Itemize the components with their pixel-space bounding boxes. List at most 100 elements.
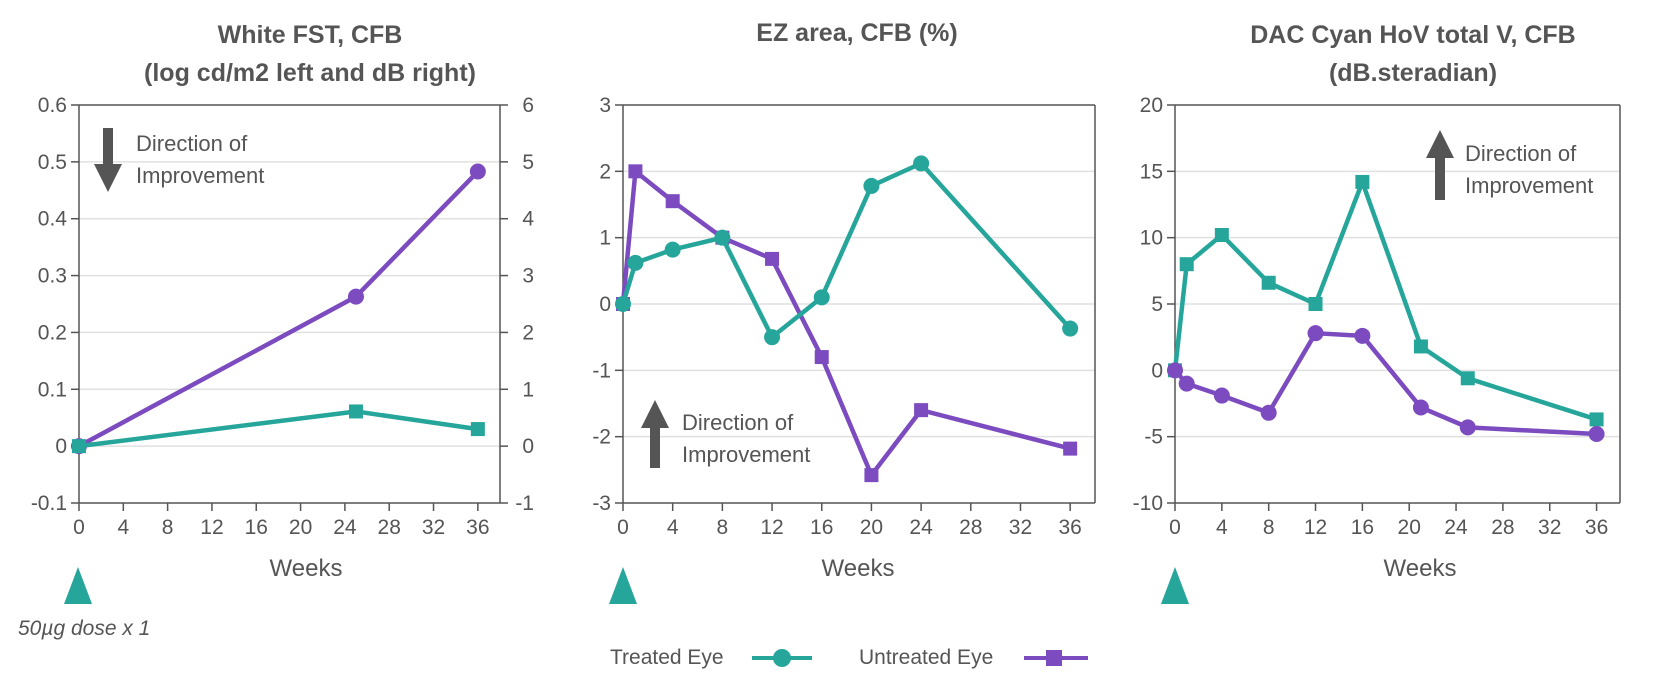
y2-tick-label: 5 [522,151,534,174]
y-tick-label: 0.6 [38,94,67,117]
x-tick-label: 0 [1169,516,1181,539]
legend-label-treated: Treated Eye [610,646,724,669]
data-point-square [1589,412,1604,427]
data-point-circle [1178,375,1195,392]
annotation-line: Direction of [136,131,248,156]
y-tick-label: 0.2 [38,321,67,344]
annotation-line: Direction of [1465,141,1577,166]
x-tick-label: 16 [245,516,268,539]
y-tick-label: -0.1 [31,492,67,515]
annotation-line: Direction of [682,410,794,435]
y-tick-label: 0 [1151,359,1163,382]
annotation-line: Improvement [1465,173,1593,198]
legend-label-untreated: Untreated Eye [859,646,993,669]
legend: Treated Eye Untreated Eye [610,646,1088,669]
series-line-treated-eye [620,161,1073,340]
x-tick-label: 36 [1585,516,1608,539]
x-tick-label: 8 [162,516,174,539]
data-point-square [1460,371,1475,386]
y-tick-label: 1 [599,227,611,250]
annotation-line: Improvement [136,163,264,188]
x-tick-label: 24 [909,516,933,539]
data-point-square [1214,228,1229,243]
y-tick-label: -5 [1144,426,1163,449]
triangle-up-icon [609,567,637,604]
legend-item-treated-eye: Treated Eye [610,646,812,669]
y-tick-label: -3 [592,492,611,515]
data-point-square [814,350,829,365]
y-tick-label: 3 [599,94,611,117]
data-point-circle [863,177,880,194]
y-tick-label: 0 [55,435,67,458]
y2-tick-label: 4 [522,208,534,231]
data-point-square [1355,174,1370,189]
arrow-up-icon [1426,130,1454,200]
data-point-square [914,403,929,418]
x-tick-label: 20 [1398,516,1421,539]
x-tick-label: 4 [667,516,679,539]
chart-title-line: EZ area, CFB (%) [756,19,957,47]
x-tick-label: 24 [333,516,357,539]
y-tick-label: 15 [1140,160,1163,183]
arrow-down-icon [94,128,122,192]
y2-tick-label: 1 [522,378,534,401]
data-point-square [1413,339,1428,354]
x-tick-label: 16 [1351,516,1374,539]
x-tick-label: 24 [1444,516,1468,539]
y2-tick-label: 2 [522,321,534,344]
annotation-line: Improvement [682,442,810,467]
data-point-circle [1354,327,1371,344]
y-tick-label: 5 [1151,293,1163,316]
data-point-circle [813,289,830,306]
data-point-square [1308,297,1323,311]
data-point-circle [1260,404,1277,421]
x-tick-label: 20 [289,516,312,539]
data-point-square [1179,257,1194,272]
x-axis-label: Weeks [822,555,895,582]
data-point-circle [1167,362,1183,379]
x-tick-label: 36 [466,516,489,539]
y-tick-label: 10 [1140,227,1163,250]
y-tick-label: -2 [592,426,611,449]
y2-tick-label: 6 [522,94,534,117]
data-point-square [1063,441,1078,456]
data-point-circle [469,163,486,180]
chart-title-line: DAC Cyan HoV total V, CFB [1250,21,1576,49]
y-tick-label: 0.5 [38,151,67,174]
data-point-square [470,422,485,437]
y2-tick-label: -1 [515,492,534,515]
chart-title-line: White FST, CFB [218,21,403,49]
data-point-circle [913,155,930,172]
data-point-circle [714,229,731,246]
x-tick-label: 16 [810,516,833,539]
x-tick-label: 32 [1538,516,1561,539]
data-point-square [72,439,86,454]
x-tick-label: 12 [1304,516,1327,539]
data-point-square [864,468,879,483]
y-tick-label: 0.1 [38,378,67,401]
x-tick-label: 28 [1491,516,1514,539]
x-tick-label: 28 [378,516,401,539]
legend-marker-circle [773,649,791,667]
x-tick-label: 8 [1263,516,1275,539]
data-point-circle [615,296,631,312]
x-tick-label: 20 [860,516,883,539]
x-tick-label: 4 [1216,516,1228,539]
y2-tick-label: 0 [522,435,534,458]
y2-tick-label: 3 [522,265,534,288]
legend-item-untreated-eye: Untreated Eye [859,646,1088,669]
x-axis-label: Weeks [270,555,343,582]
direction-of-improvement-annotation: Direction of Improvement [94,128,264,192]
y-tick-label: 0 [599,293,611,316]
data-point-circle [1062,320,1079,337]
y-tick-label: -1 [592,359,611,382]
y-tick-label: 0.3 [38,265,67,288]
data-point-square [348,404,363,419]
x-tick-label: 32 [422,516,445,539]
triangle-up-icon [64,567,92,604]
series-line-treated-eye [76,409,481,449]
data-point-circle [1588,426,1605,443]
legend-marker-square [1046,650,1062,666]
